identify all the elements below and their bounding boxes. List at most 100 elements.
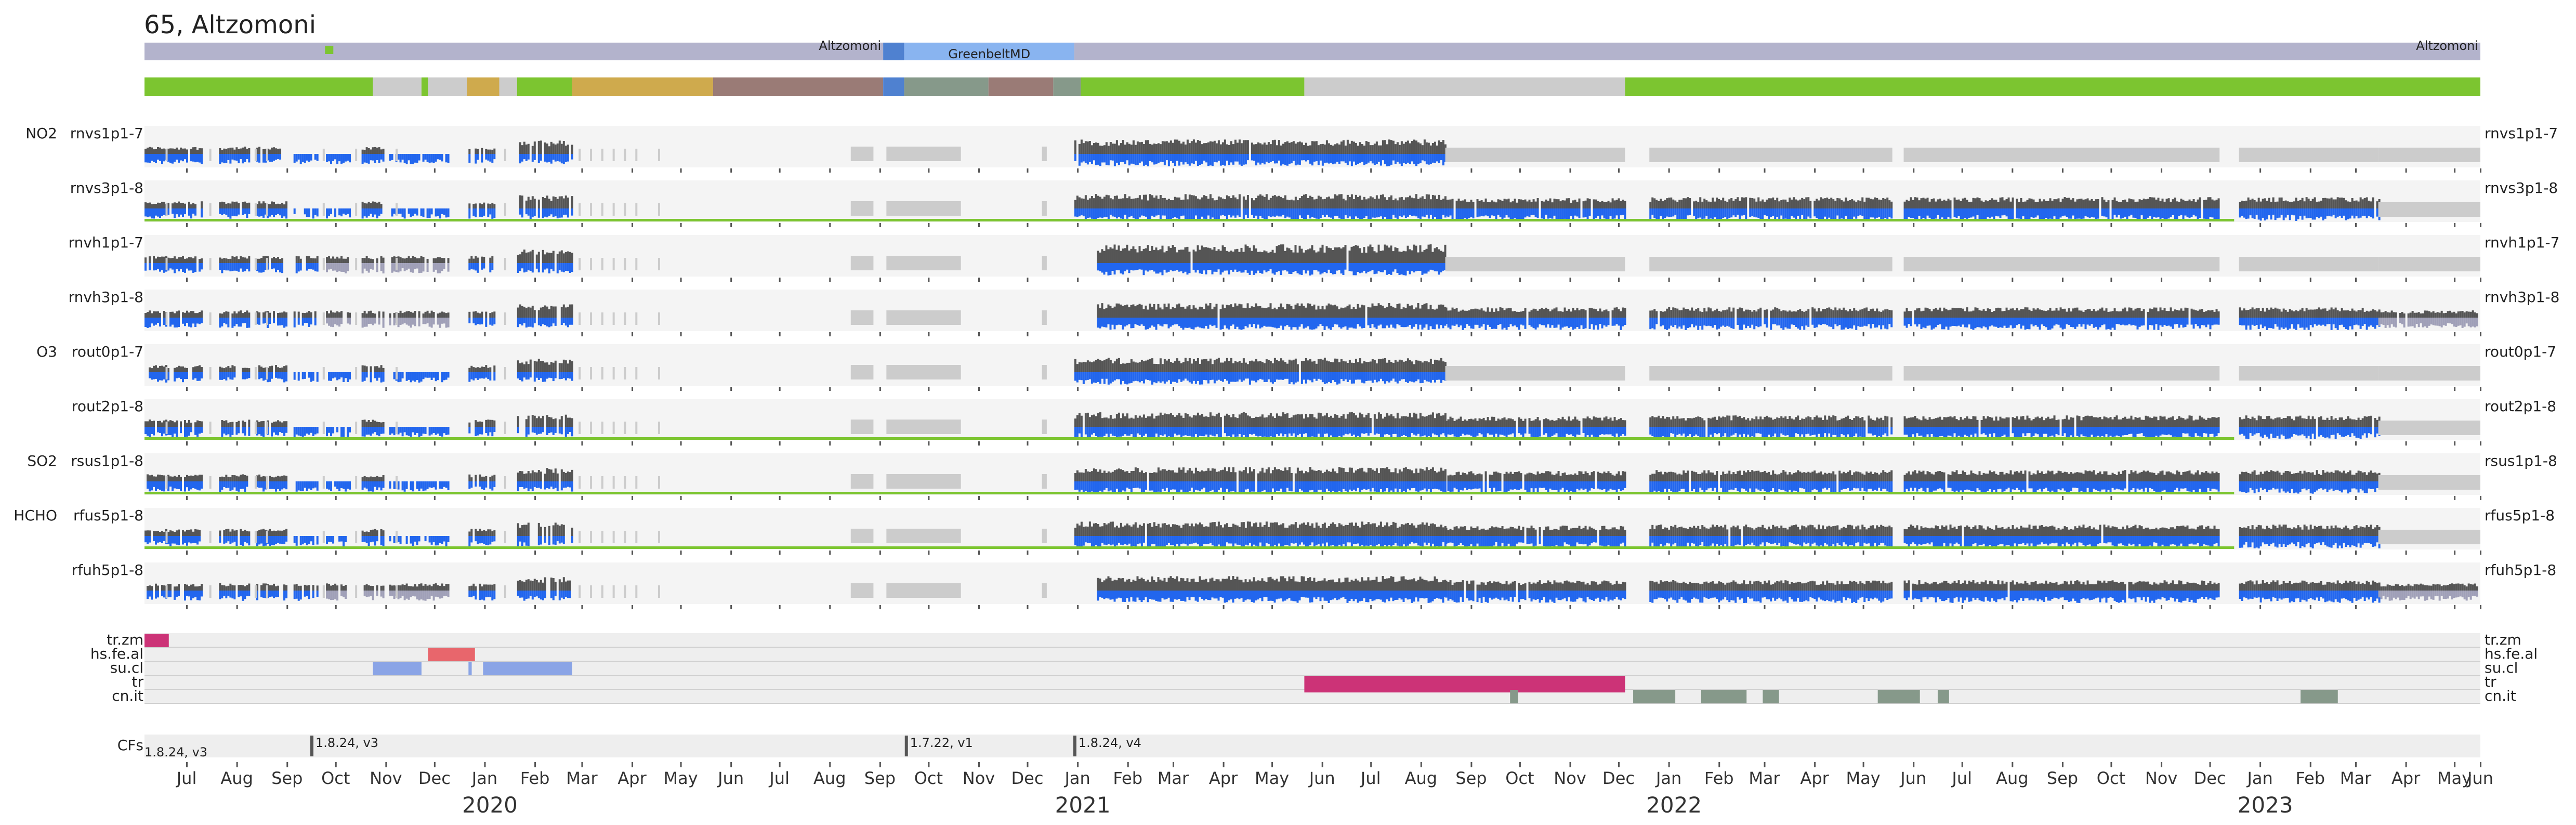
- obs-bar-bottom: [1076, 208, 1079, 217]
- obs-bar-bottom: [1111, 154, 1114, 161]
- obs-bar-bottom: [194, 208, 196, 216]
- obs-bar-bottom: [533, 154, 536, 160]
- obs-bar-top: [1101, 146, 1103, 154]
- obs-bar-bottom: [2307, 318, 2310, 330]
- obs-bar-top: [1080, 198, 1083, 208]
- obs-bar-bottom: [1215, 208, 1218, 219]
- obs-bar-top: [2262, 199, 2264, 208]
- obs-bar-top: [190, 204, 192, 208]
- obs-bar-bottom: [2243, 318, 2245, 325]
- obs-bar-bottom: [184, 372, 186, 379]
- obs-bar-bottom: [569, 318, 571, 325]
- obs-bar-top: [483, 256, 485, 263]
- obs-bar-top: [1749, 198, 1752, 208]
- obs-bar-bottom: [537, 318, 540, 325]
- obs-bar-top: [1321, 199, 1324, 208]
- sparse-tick: [635, 203, 638, 216]
- obs-bar-top: [1228, 196, 1230, 208]
- obs-bar-bottom: [159, 208, 161, 218]
- obs-bar-top: [1149, 251, 1151, 263]
- obs-bar-bottom: [1257, 372, 1259, 381]
- obs-bar-bottom: [1699, 318, 1702, 326]
- obs-bar-bottom: [1292, 318, 1295, 328]
- obs-bar-top: [1411, 250, 1413, 263]
- obs-bar-top: [535, 361, 538, 372]
- obs-bar-bottom: [149, 154, 151, 163]
- obs-bar-bottom: [2007, 318, 2010, 328]
- obs-bar-bottom: [1099, 372, 1101, 384]
- obs-bar-bottom: [1613, 318, 1616, 326]
- obs-bar-bottom: [1136, 208, 1139, 219]
- obs-bar-bottom: [2178, 208, 2180, 216]
- obs-bar-top: [1197, 309, 1199, 318]
- obs-bar-top: [1478, 201, 1481, 208]
- obs-bar-bottom: [544, 208, 546, 217]
- obs-bar-bottom: [2199, 208, 2201, 218]
- obs-bar-top: [2026, 200, 2029, 208]
- obs-bar-bottom: [479, 208, 481, 217]
- obs-bar-bottom: [1755, 208, 1758, 218]
- obs-bar-bottom: [1926, 318, 1929, 326]
- obs-bar-top: [2365, 197, 2368, 208]
- obs-bar-bottom: [1836, 208, 1839, 216]
- obs-bar-bottom: [1215, 154, 1218, 163]
- obs-bar-top: [1838, 198, 1841, 208]
- obs-bar-top: [1379, 359, 1382, 372]
- obs-bar-bottom: [1805, 208, 1808, 221]
- obs-bar-top: [1090, 145, 1093, 154]
- obs-bar-bottom: [1908, 208, 1910, 217]
- obs-bar-top: [1886, 309, 1889, 318]
- obs-bar-bottom: [1870, 208, 1872, 218]
- obs-bar-bottom: [176, 318, 178, 328]
- obs-bar-top: [550, 306, 553, 318]
- obs-bar-bottom: [155, 154, 157, 163]
- obs-bar-top: [491, 256, 494, 263]
- row-right-label: rout0p1-7: [2485, 343, 2556, 360]
- obs-bar-bottom: [533, 318, 536, 323]
- obs-bar-top: [2036, 202, 2039, 208]
- obs-bar-top: [1296, 364, 1299, 372]
- obs-bar-top: [2143, 309, 2145, 318]
- obs-bar-bottom: [1140, 263, 1143, 270]
- obs-bar-bottom: [1234, 263, 1237, 270]
- obs-bar-top: [1972, 198, 1975, 208]
- obs-bar-bottom: [194, 372, 196, 378]
- obs-bar-bottom: [1367, 318, 1370, 325]
- obs-bar-top: [172, 311, 174, 318]
- obs-bar-bottom: [1947, 208, 1950, 217]
- obs-bar-top: [489, 257, 492, 263]
- obs-bar-top: [2305, 308, 2308, 318]
- obs-bar-top: [1993, 200, 1995, 208]
- obs-bar-bottom: [1489, 318, 1491, 327]
- row-tick: [484, 278, 486, 282]
- obs-bar-top: [1857, 311, 1860, 318]
- obs-bar-bottom: [1728, 208, 1731, 218]
- obs-bar-bottom: [347, 263, 349, 271]
- obs-bar-bottom: [546, 154, 548, 163]
- obs-bar-bottom: [1336, 263, 1338, 271]
- obs-bar-bottom: [1407, 154, 1409, 163]
- obs-bar-bottom: [1280, 208, 1282, 217]
- location-marker: [325, 46, 334, 54]
- obs-bar-top: [231, 365, 234, 372]
- obs-bar-bottom: [1084, 372, 1087, 381]
- obs-bar-bottom: [1315, 263, 1318, 270]
- obs-bar-top: [1178, 250, 1180, 263]
- obs-bar-bottom: [147, 318, 149, 328]
- obs-bar-bottom: [308, 154, 310, 162]
- obs-bar-bottom: [1257, 318, 1259, 325]
- row-tick: [1668, 168, 1670, 173]
- obs-bar-bottom: [2274, 208, 2277, 220]
- obs-bar-top: [1512, 311, 1514, 318]
- obs-bar-top: [1122, 198, 1124, 208]
- obs-bar-top: [1716, 308, 1718, 318]
- obs-bar-bottom: [338, 208, 341, 216]
- obs-bar-bottom: [1997, 208, 2000, 217]
- obs-bar-bottom: [1159, 372, 1162, 383]
- obs-bar-bottom: [235, 154, 238, 161]
- obs-bar-top: [1298, 245, 1301, 263]
- obs-bar-top: [2157, 311, 2160, 318]
- obs-bar-bottom: [1855, 208, 1858, 219]
- obs-bar-top: [2309, 309, 2312, 318]
- obs-bar-bottom: [1532, 318, 1535, 329]
